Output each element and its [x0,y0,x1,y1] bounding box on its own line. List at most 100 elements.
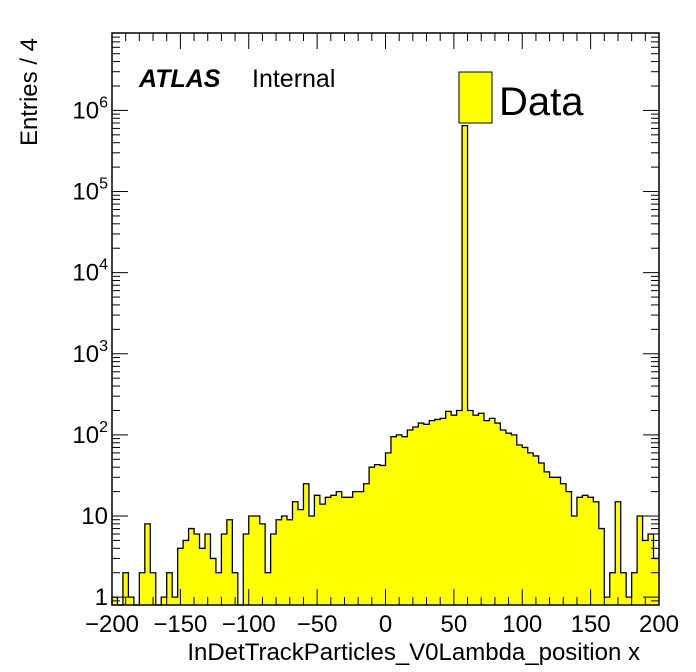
histogram-bin [642,540,649,605]
x-tick-label: −50 [297,611,338,638]
histogram-bin [637,516,643,605]
histogram-bin [270,534,277,605]
histogram-bin [314,495,321,605]
legend-swatch [458,71,493,124]
histogram-bin [330,495,337,605]
histogram-bin [615,501,622,605]
histogram-bin [166,572,173,605]
x-axis: −200 −150 −100 −50 0 50 100 150 200 [85,33,679,638]
x-tick-label: 0 [379,611,392,638]
histogram-bin [533,455,539,605]
histogram-bin [369,467,375,605]
histogram-bin [544,471,550,605]
histogram-bin [336,491,343,605]
y-tick-label: 105 [72,176,108,206]
histogram-bin [429,420,436,605]
histogram-outline [111,124,659,606]
histogram-bin [418,423,425,605]
histogram-bin [150,572,157,605]
histogram-bin [648,534,654,605]
y-tick-label: 10 [81,503,108,530]
histogram-bin [139,572,146,605]
histogram-bin [620,572,627,605]
histogram-bin [609,572,616,605]
histogram-bin [172,597,178,605]
legend-label: Data [499,80,584,124]
histogram-bin [221,534,228,605]
histogram-bin [653,558,660,605]
histogram-bin [363,483,370,605]
histogram-bin [626,597,632,605]
atlas-label: ATLAS [138,65,221,93]
histogram-bin [516,445,523,605]
histogram-bin [549,477,556,605]
histogram-bin [582,495,589,605]
histogram-bin [281,516,288,605]
histogram-bin [560,483,567,605]
y-tick-label: 106 [72,94,108,124]
histogram-bin [232,572,239,605]
y-tick-label: 104 [72,257,108,287]
histogram-bin [352,491,359,605]
histogram-bin [396,434,403,605]
histogram-bin [128,597,135,605]
histogram-bin [248,516,255,605]
histogram-bin [566,491,572,605]
histogram-bin [462,125,468,605]
y-axis-label: Entries / 4 [16,38,43,146]
histogram-bin [401,436,408,605]
histogram-bin [598,528,605,605]
histogram-bin [555,477,561,605]
histogram-bin [489,418,496,605]
x-tick-label: 150 [571,611,611,638]
histogram-bin [451,415,457,605]
x-tick-label: −200 [85,611,139,638]
histogram-bin [593,501,600,605]
histogram-bin [473,415,479,605]
histogram-bin [276,519,282,605]
histogram-bin [380,465,386,605]
histogram-bin [194,534,200,605]
histogram-bin [483,420,490,605]
histogram-bin [358,491,364,605]
histogram-bin [243,534,250,605]
histogram-bars [111,124,660,606]
histogram-bin [527,452,534,605]
histogram-bin [122,572,129,605]
y-tick-label: 103 [72,338,108,368]
x-axis-label: InDetTrackParticles_V0Lambda_position x [187,639,640,666]
histogram-bin [325,497,332,605]
histogram-bin [511,434,518,605]
histogram-bin [210,558,217,605]
histogram-bin [183,540,189,605]
histogram-bin [204,534,211,605]
histogram-bin [292,501,299,605]
x-tick-label: 200 [639,611,679,638]
histogram-bin [177,548,184,605]
histogram-bin [287,519,293,605]
histogram-bin [188,528,195,605]
histogram-bin [494,423,501,605]
histogram-bin [445,411,452,605]
histogram-bin [161,597,167,605]
y-axis: 1 10 102 103 104 105 106 [72,32,659,611]
x-tick-label: 50 [441,611,468,638]
histogram-bin [407,429,414,605]
histogram-bin [199,548,206,605]
histogram-bin [423,424,430,605]
histogram-bin [341,497,348,605]
histogram-bin [587,497,594,605]
histogram-bin [259,523,266,605]
histogram-bin [631,572,638,605]
y-tick-label: 1 [95,584,108,611]
histogram-bin [478,413,485,605]
histogram-bin [571,516,578,605]
histogram-bin [215,572,222,605]
histogram-bin [434,419,441,605]
histogram-bin [500,429,507,605]
histogram-bin [385,452,392,605]
x-tick-label: 100 [502,611,542,638]
histogram-bin [467,410,474,605]
histogram-bin [347,497,353,605]
